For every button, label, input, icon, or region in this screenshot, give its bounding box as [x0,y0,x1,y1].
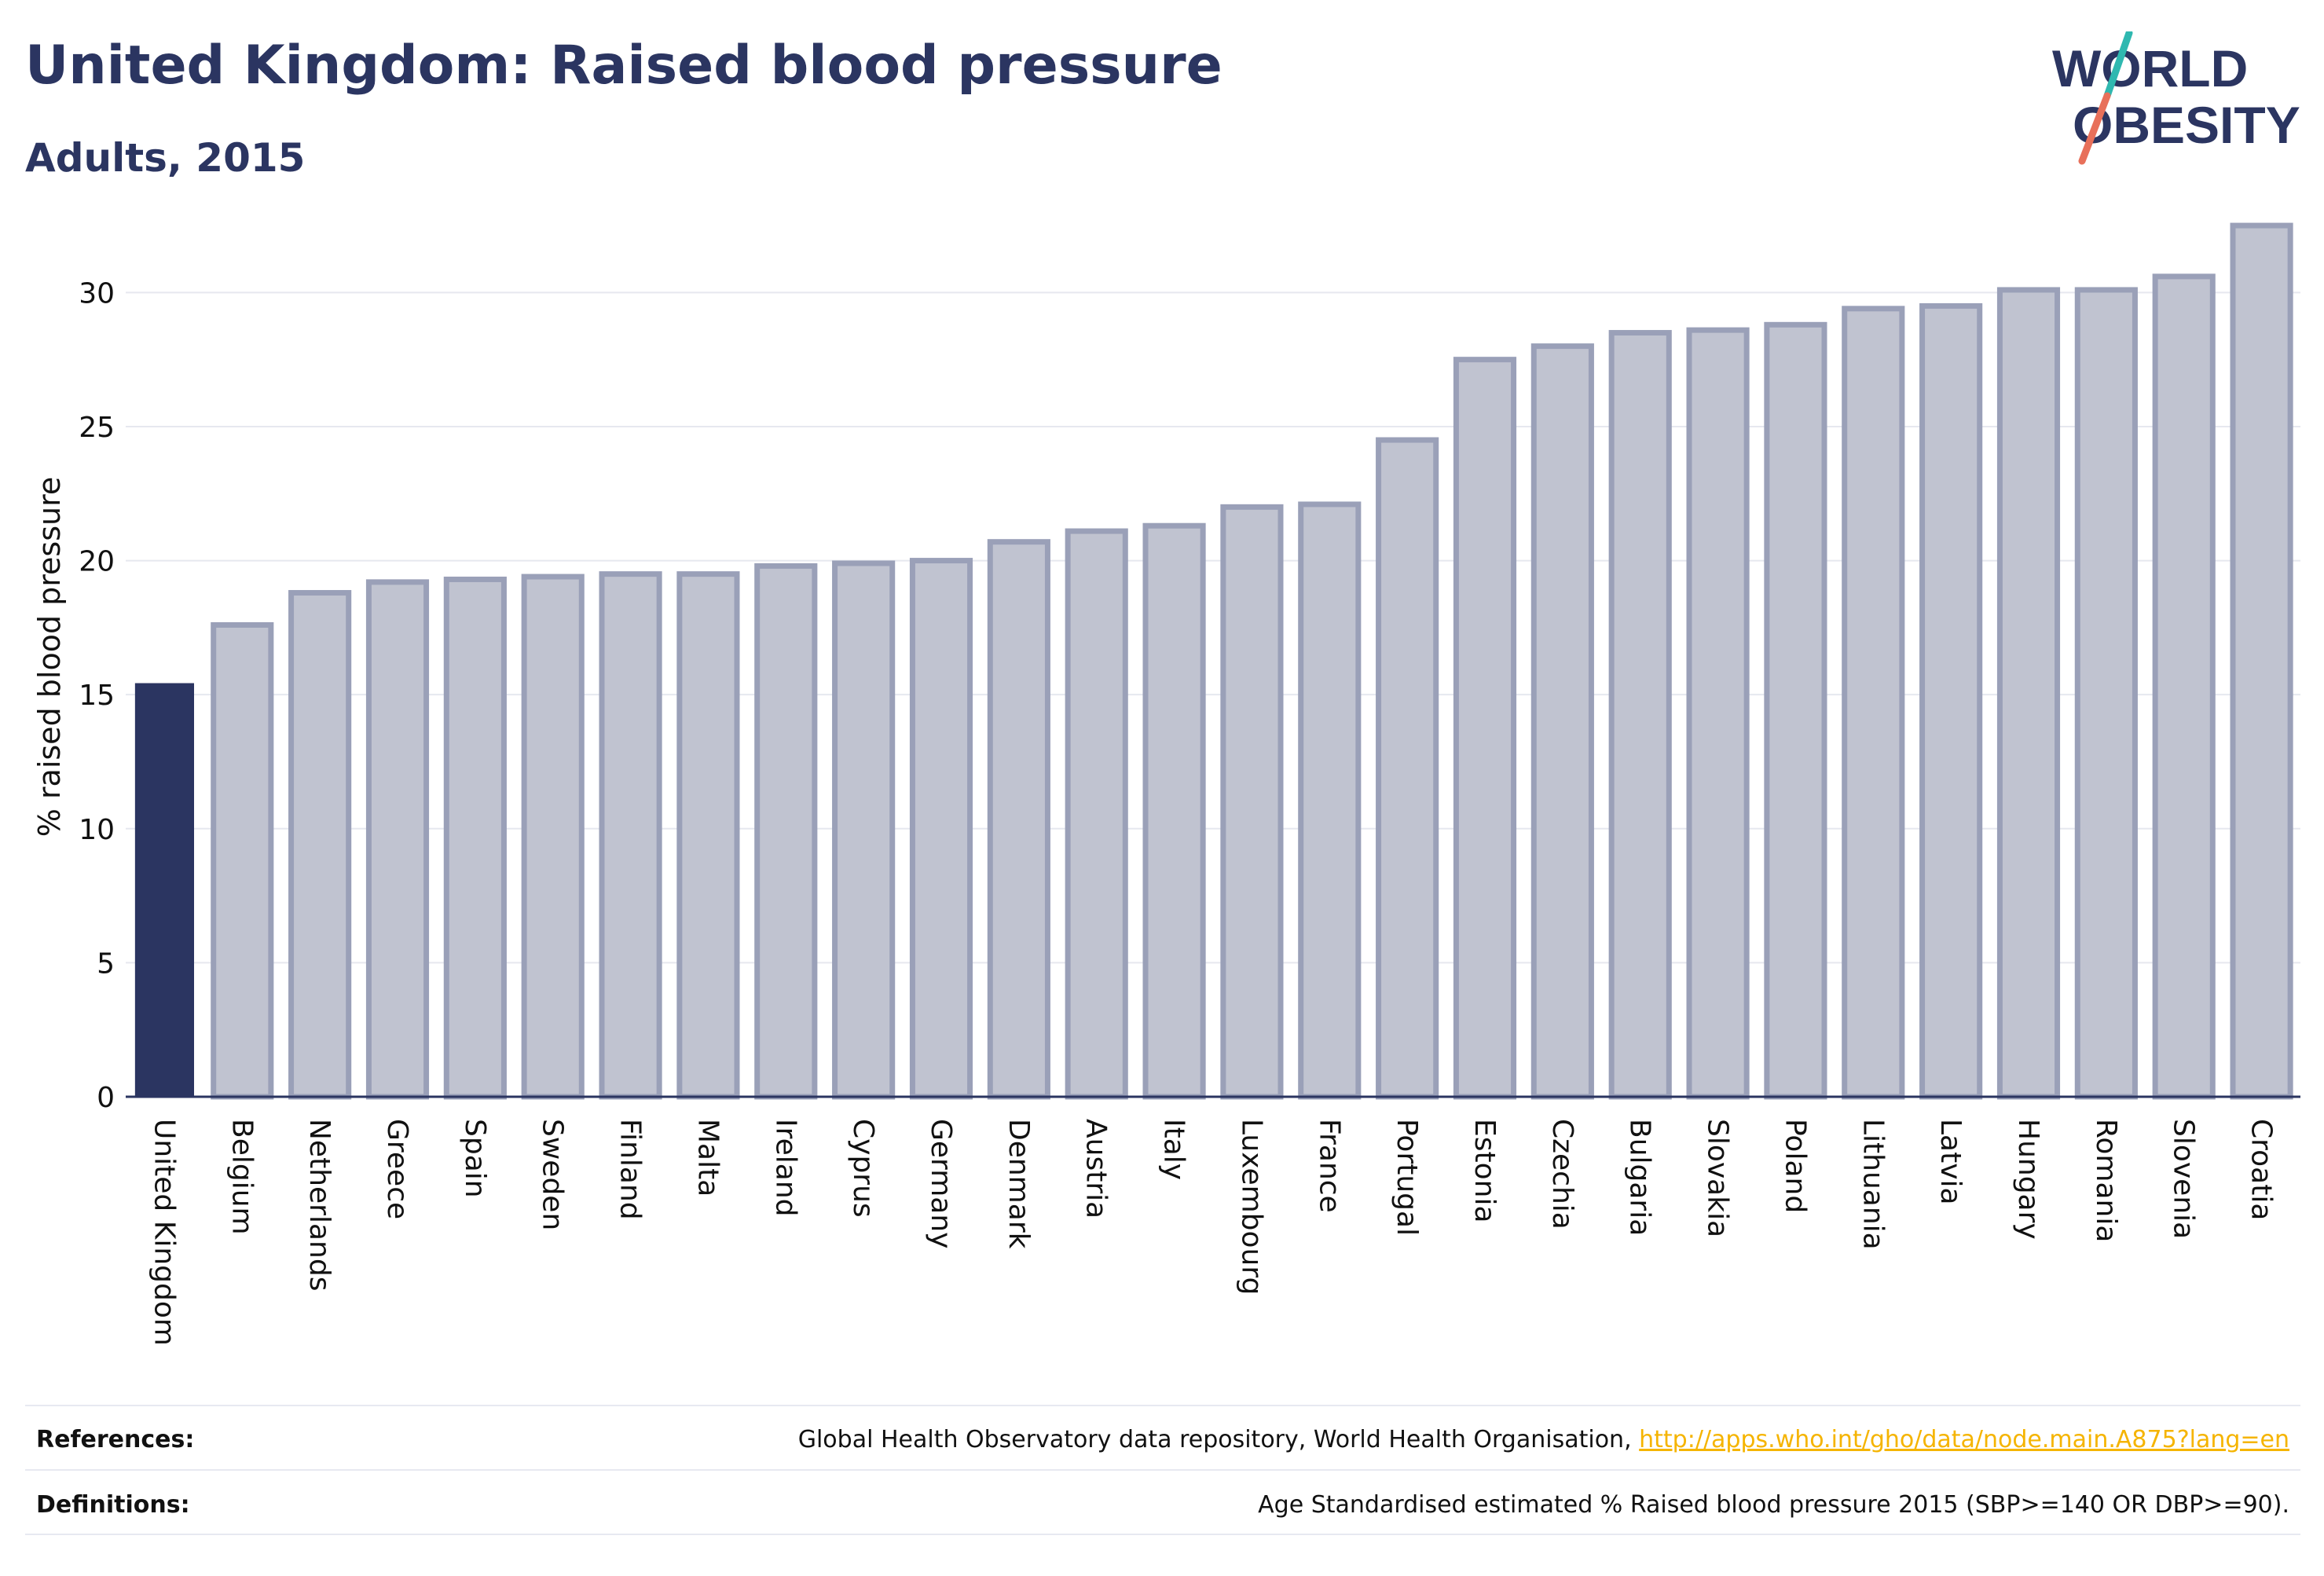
references-text: Global Health Observatory data repositor… [798,1426,2289,1453]
bar-bulgaria [1608,330,1672,1100]
x-tick-label: Ireland [769,1119,801,1217]
bar-france [1298,501,1362,1100]
x-tick-label: Bulgaria [1624,1119,1656,1236]
bar-slovakia [1686,327,1750,1100]
x-tick-label: Belgium [225,1119,258,1235]
references-source: Global Health Observatory data repositor… [797,1426,1640,1453]
x-tick-label: Poland [1779,1119,1811,1213]
x-tick-label: Slovakia [1702,1119,1734,1237]
footer-divider-bottom [25,1534,2300,1535]
bar-belgium [211,621,274,1100]
x-tick-label: Estonia [1468,1119,1501,1223]
definitions-text: Age Standardised estimated % Raised bloo… [1258,1491,2289,1519]
bar-ireland [754,563,818,1100]
y-tick-label: 5 [97,947,115,980]
x-tick-label: Spain [459,1119,491,1198]
bar-netherlands [288,590,352,1100]
bar-greece [365,579,430,1100]
logo-line-2: OBESITY [2073,96,2300,154]
x-tick-label: Germany [925,1119,957,1248]
bar-estonia [1453,357,1517,1100]
x-tick-label: Lithuania [1857,1119,1889,1250]
y-tick-label: 10 [79,814,115,846]
x-tick-label: Denmark [1003,1119,1035,1249]
x-tick-label: Czechia [1546,1119,1578,1230]
bar-malta [676,571,740,1100]
bar-finland [599,571,662,1100]
page-title: United Kingdom: Raised blood pressure [25,35,1222,97]
x-tick-label: Italy [1158,1119,1190,1180]
y-tick-label: 25 [79,412,115,444]
footer-divider-middle [25,1469,2300,1471]
bar-germany [909,558,973,1100]
bar-sweden [521,574,585,1100]
bar-hungary [1996,287,2061,1100]
x-tick-label: Sweden [537,1119,569,1230]
x-tick-label: Finland [614,1119,647,1220]
x-tick-label: United Kingdom [148,1119,180,1346]
x-tick-label: France [1313,1119,1345,1213]
x-tick-label: Croatia [2245,1119,2278,1220]
x-tick-label: Malta [691,1119,724,1197]
bar-croatia [2230,222,2293,1100]
x-tick-label: Austria [1080,1119,1113,1219]
bar-lithuania [1842,306,1905,1100]
bar-slovenia [2152,273,2216,1100]
bar-denmark [987,539,1050,1100]
page-subtitle: Adults, 2015 [25,135,306,181]
x-tick-label: Cyprus [847,1119,879,1218]
y-tick-label: 30 [79,277,115,310]
x-tick-label: Slovenia [2168,1119,2200,1239]
references-link[interactable]: http://apps.who.int/gho/data/node.main.A… [1639,1426,2289,1453]
y-tick-label: 15 [79,680,115,712]
logo-slash-bottom [2078,92,2111,165]
x-tick-label: Romania [2090,1119,2122,1242]
bar-austria [1065,528,1128,1100]
y-tick-labels: 0 5 10 15 20 25 30 [79,277,115,1114]
bar-italy [1142,522,1206,1100]
x-tick-label: Luxembourg [1235,1119,1267,1295]
bar-united-kingdom [134,683,195,1098]
footer-divider-top [25,1405,2300,1406]
bar-czechia [1530,343,1594,1100]
y-tick-label: 0 [97,1082,115,1114]
x-tick-label: Portugal [1391,1119,1423,1236]
logo-slash-top [2103,31,2133,100]
x-tick-label: Hungary [2012,1119,2044,1240]
bar-romania [2074,287,2138,1100]
bar-cyprus [832,560,896,1100]
x-tick-label: Greece [381,1119,413,1219]
definitions-label: Definitions: [36,1491,190,1519]
x-tick-labels: United Kingdom Belgium Netherlands Greece Sp… [148,1119,2277,1346]
logo-line-1: WORLD [2052,39,2248,97]
bar-chart: 0 5 10 15 20 25 30 United Kingdom Belgium Nether… [32,222,2300,1346]
y-tick-label: 20 [79,546,115,578]
x-tick-label: Netherlands [303,1119,335,1291]
world-obesity-logo: WORLD OBESITY [2052,31,2300,165]
bars [134,222,2293,1100]
x-tick-label: Latvia [1934,1119,1967,1205]
bar-portugal [1376,437,1439,1100]
bar-luxembourg [1220,504,1284,1100]
y-axis-label: % raised blood pressure [32,477,67,837]
bar-spain [443,576,507,1100]
bar-poland [1764,321,1827,1100]
references-label: References: [36,1426,195,1453]
bar-latvia [1919,302,1983,1100]
